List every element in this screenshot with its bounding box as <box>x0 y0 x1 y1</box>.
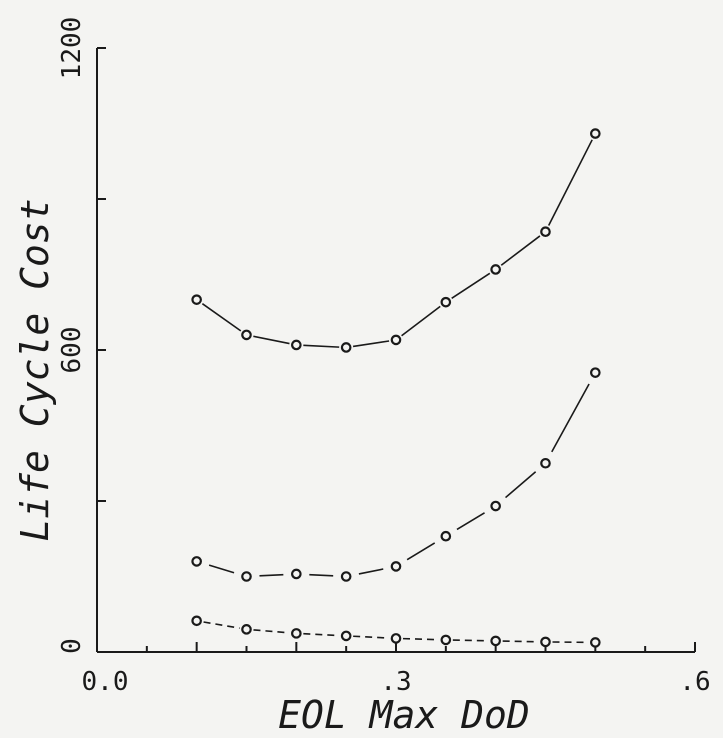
series-3-point <box>340 630 352 642</box>
series-1 <box>191 128 601 353</box>
series-2-point <box>440 530 452 542</box>
series-1-point <box>191 294 202 305</box>
series-1-point <box>340 342 352 353</box>
series-1-segment <box>547 139 593 226</box>
y-tick-label: 1200 <box>57 17 87 80</box>
series-1-segment <box>352 340 390 348</box>
series-2-point <box>340 571 352 582</box>
series-3-segment <box>402 637 439 641</box>
series-1-point <box>241 329 252 341</box>
series-2-segment <box>309 573 334 577</box>
series-2-segment <box>208 564 235 574</box>
y-tick-label: 600 <box>57 327 87 374</box>
series-1-segment <box>303 344 340 348</box>
series-2-point <box>590 367 601 378</box>
series-layer <box>191 128 601 648</box>
series-1-segment <box>201 303 242 332</box>
series-1-point <box>490 264 501 275</box>
series-2-segment <box>406 542 436 561</box>
series-1-segment <box>500 235 541 266</box>
x-tick-label: .6 <box>679 667 710 697</box>
series-2-point <box>540 457 551 469</box>
series-3-segment <box>452 639 489 642</box>
series-3-point <box>590 637 601 648</box>
series-1-point <box>540 226 551 238</box>
series-3-segment <box>253 629 290 634</box>
series-3-point <box>241 624 252 635</box>
series-2-segment <box>358 568 384 575</box>
x-tick-label: .3 <box>380 667 411 697</box>
series-2-point <box>191 556 202 567</box>
y-axis-title: Life Cycle Cost <box>13 198 57 541</box>
series-1-point <box>440 296 452 308</box>
series-2-segment <box>551 383 590 453</box>
series-3-point <box>490 635 501 647</box>
series-2-point <box>291 568 302 580</box>
series-3 <box>191 615 601 648</box>
series-2-segment <box>456 512 485 531</box>
x-tick-label: 0.0 <box>82 667 129 697</box>
series-1-point <box>390 334 402 346</box>
series-2 <box>191 367 601 582</box>
series-3-segment <box>353 635 390 639</box>
series-2-point <box>241 571 252 582</box>
series-1-point <box>291 339 302 351</box>
series-3-segment <box>303 632 340 637</box>
series-1-segment <box>401 305 441 337</box>
series-3-segment <box>502 640 539 643</box>
series-2-segment <box>505 471 537 499</box>
series-3-point <box>390 633 402 644</box>
series-1-point <box>590 128 601 139</box>
series-1-segment <box>253 335 290 345</box>
series-3-point <box>191 615 202 627</box>
series-2-segment <box>259 573 284 577</box>
series-1-segment <box>451 272 491 300</box>
x-axis-title: EOL Max DoD <box>278 693 530 737</box>
series-3-point <box>440 634 452 646</box>
labels: 0.0 .3 .6 0 600 1200 EOL Max DoD Life Cycle Cos… <box>13 17 711 737</box>
series-3-point <box>540 636 551 648</box>
series-3-segment <box>203 621 240 629</box>
series-3-point <box>291 628 302 639</box>
series-2-point <box>390 561 402 572</box>
series-2-point <box>490 500 501 512</box>
y-tick-label: 0 <box>57 638 87 654</box>
